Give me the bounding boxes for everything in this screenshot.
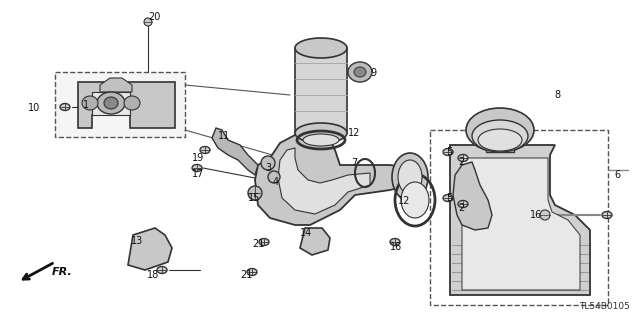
Text: 18: 18 xyxy=(147,270,159,280)
Polygon shape xyxy=(92,92,130,115)
Text: 5: 5 xyxy=(446,193,452,203)
Text: 14: 14 xyxy=(300,228,312,238)
Text: 19: 19 xyxy=(192,153,204,163)
Ellipse shape xyxy=(466,108,534,152)
Ellipse shape xyxy=(390,239,400,246)
Ellipse shape xyxy=(602,211,612,219)
Text: 13: 13 xyxy=(131,236,143,246)
Text: 12: 12 xyxy=(348,128,360,138)
Text: 6: 6 xyxy=(614,170,620,180)
Polygon shape xyxy=(462,158,580,290)
Ellipse shape xyxy=(295,123,347,143)
Text: 21: 21 xyxy=(240,270,252,280)
Ellipse shape xyxy=(192,165,202,172)
Ellipse shape xyxy=(458,201,468,207)
Text: 10: 10 xyxy=(28,103,40,113)
Ellipse shape xyxy=(401,182,429,218)
Ellipse shape xyxy=(472,120,528,152)
Ellipse shape xyxy=(247,269,257,276)
Ellipse shape xyxy=(97,92,125,114)
Text: 2: 2 xyxy=(458,157,464,167)
Ellipse shape xyxy=(295,38,347,58)
Polygon shape xyxy=(278,148,370,214)
Bar xyxy=(295,48,347,133)
Ellipse shape xyxy=(200,146,210,153)
Ellipse shape xyxy=(248,186,262,200)
Text: 1: 1 xyxy=(83,100,89,110)
Ellipse shape xyxy=(458,154,468,161)
Bar xyxy=(55,72,185,137)
Text: 4: 4 xyxy=(273,177,279,187)
Text: 5: 5 xyxy=(446,147,452,157)
Text: TL54B0105: TL54B0105 xyxy=(579,302,630,311)
Polygon shape xyxy=(212,128,258,175)
Ellipse shape xyxy=(443,195,453,202)
Ellipse shape xyxy=(443,149,453,155)
Text: 16: 16 xyxy=(530,210,542,220)
Text: 15: 15 xyxy=(248,193,260,203)
Ellipse shape xyxy=(303,134,339,146)
Polygon shape xyxy=(255,135,410,225)
Ellipse shape xyxy=(144,18,152,26)
Text: 2: 2 xyxy=(458,203,464,213)
Text: 16: 16 xyxy=(390,242,403,252)
Ellipse shape xyxy=(478,129,522,151)
Text: 9: 9 xyxy=(370,68,376,78)
Text: 12: 12 xyxy=(398,196,410,206)
Text: 20: 20 xyxy=(148,12,161,22)
Text: FR.: FR. xyxy=(52,267,73,277)
Polygon shape xyxy=(128,228,172,270)
Bar xyxy=(430,130,608,305)
Text: 11: 11 xyxy=(218,131,230,141)
Ellipse shape xyxy=(60,103,70,110)
Polygon shape xyxy=(450,145,590,295)
Text: 7: 7 xyxy=(351,158,357,168)
Polygon shape xyxy=(78,82,175,128)
Ellipse shape xyxy=(540,210,550,220)
Bar xyxy=(486,140,514,152)
Polygon shape xyxy=(100,78,132,92)
Ellipse shape xyxy=(157,266,167,273)
Ellipse shape xyxy=(82,96,98,110)
Ellipse shape xyxy=(104,97,118,109)
Ellipse shape xyxy=(392,153,428,201)
Ellipse shape xyxy=(124,96,140,110)
Text: 21: 21 xyxy=(252,239,264,249)
Ellipse shape xyxy=(354,67,366,77)
Ellipse shape xyxy=(268,171,280,183)
Text: 8: 8 xyxy=(554,90,560,100)
Ellipse shape xyxy=(398,160,422,194)
Ellipse shape xyxy=(259,239,269,246)
Ellipse shape xyxy=(348,62,372,82)
Polygon shape xyxy=(453,162,492,230)
Polygon shape xyxy=(300,228,330,255)
Text: 3: 3 xyxy=(265,163,271,173)
Ellipse shape xyxy=(261,156,275,170)
Text: 17: 17 xyxy=(192,169,204,179)
